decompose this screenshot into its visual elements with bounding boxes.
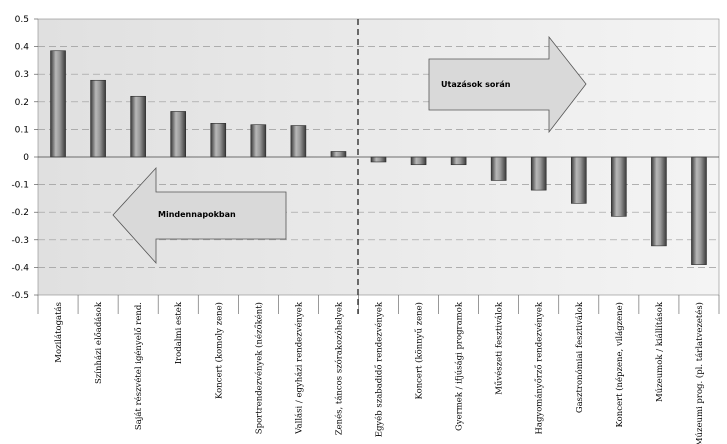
- category-label: Irodalmi estek: [174, 301, 184, 364]
- category-label: Koncert (komoly zene): [213, 302, 224, 399]
- bar: [250, 124, 267, 158]
- category-label: Koncert (népzene, világzene): [614, 302, 625, 427]
- bar: [450, 156, 467, 166]
- bar: [570, 156, 587, 204]
- bar: [530, 156, 547, 191]
- y-tick-label: -0.4: [11, 263, 29, 273]
- y-tick-label: 0.4: [15, 43, 30, 53]
- category-label: Vallási / egyházi rendezvények: [293, 301, 304, 435]
- category-label: Múzeumok / kiállítások: [654, 301, 665, 402]
- left-arrow-label: Mindennapokban: [158, 210, 236, 219]
- bar: [651, 156, 667, 247]
- left-arrow: Mindennapokban: [112, 166, 287, 265]
- bar: [130, 95, 146, 158]
- y-tick-label: -0.1: [11, 181, 29, 191]
- category-label: Művészeti fesztiválok: [494, 301, 505, 395]
- y-tick-label: -0.3: [11, 236, 29, 246]
- bar: [490, 156, 507, 181]
- bar: [90, 79, 106, 158]
- category-label: Saját részvétel igényelő rend.: [133, 302, 144, 430]
- y-tick-label: 0: [23, 153, 29, 163]
- bars: [50, 50, 707, 265]
- y-axis-ticks: 0.5 0.4 0.3 0.2 0.1 0 -0.1 -0.2 -0.3 -0.4 -0.5: [11, 15, 38, 301]
- category-label: Koncert (könnyű zene): [414, 302, 425, 400]
- bar: [170, 111, 187, 158]
- category-label: Sportrendezvények (nézőként): [253, 302, 264, 434]
- category-labels: Mozilátogatás Színházi előadások Saját rés…: [53, 301, 705, 444]
- y-tick-label: 0.1: [15, 125, 29, 135]
- category-label: Színházi előadások: [93, 301, 104, 384]
- right-arrow-label: Utazások során: [441, 80, 511, 89]
- category-label: Múzeumi prog. (pl. tárlatvezetés): [694, 302, 705, 444]
- bar: [370, 156, 387, 163]
- right-arrow-shape: [428, 35, 587, 134]
- bar: [410, 156, 427, 166]
- category-label: Egyéb szabadidő rendezvények: [374, 301, 385, 437]
- bar: [210, 123, 227, 158]
- category-label: Hagyományőrző rendezvények: [534, 301, 545, 434]
- category-label: Mozilátogatás: [53, 302, 64, 363]
- y-tick-label: -0.2: [11, 208, 29, 218]
- bar: [611, 156, 627, 217]
- y-tick-label: 0.2: [15, 98, 29, 108]
- bar: [330, 151, 347, 158]
- bar: [691, 156, 707, 265]
- category-label: Zenés, táncos szórakozóhelyek: [333, 301, 344, 435]
- left-arrow-shape: [112, 166, 287, 265]
- bar: [290, 125, 307, 158]
- right-arrow: Utazások során: [428, 35, 587, 134]
- y-tick-label: 0.5: [15, 15, 29, 25]
- bar: [50, 50, 66, 158]
- category-label: Gasztronómiai fesztiválok: [574, 301, 585, 413]
- y-tick-label: 0.3: [15, 70, 29, 80]
- category-label: Gyermek / ifjúsági programok: [454, 301, 465, 431]
- y-tick-label: -0.5: [11, 291, 29, 301]
